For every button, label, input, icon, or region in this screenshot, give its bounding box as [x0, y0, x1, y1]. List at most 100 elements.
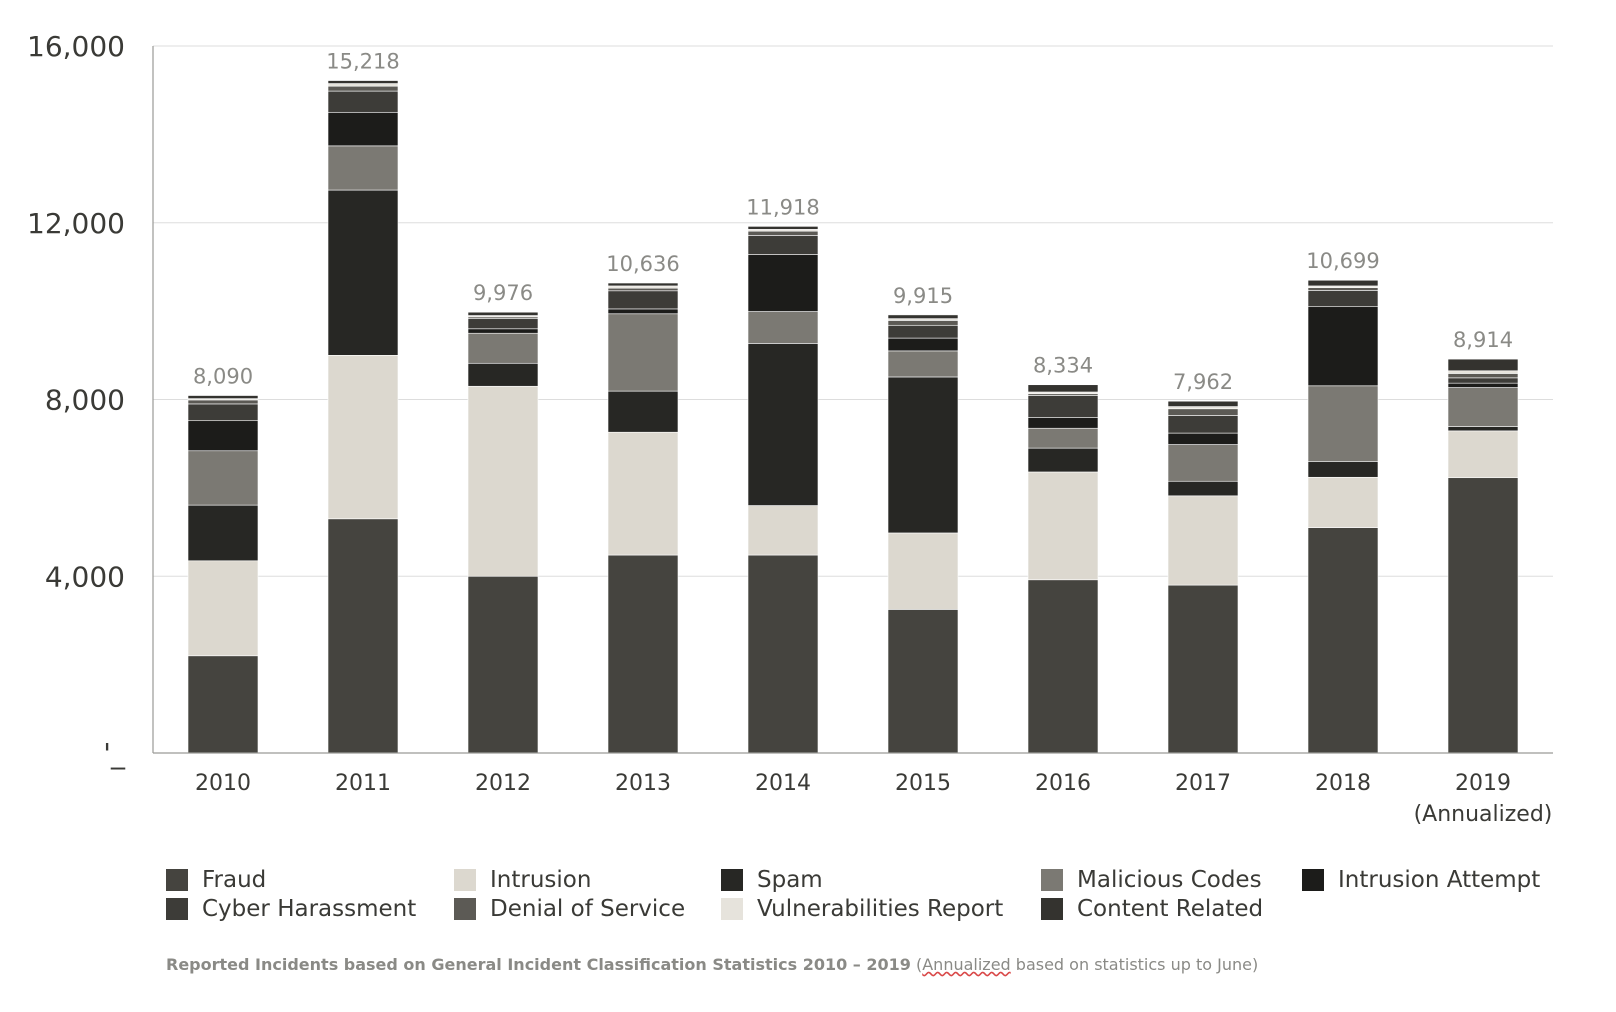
bar-segment [887, 609, 959, 754]
x-tick-label: 2010 [195, 771, 251, 796]
x-tick-label: 2016 [1035, 771, 1091, 796]
bar-segment [467, 318, 539, 330]
caption-annualized: Annualized [922, 955, 1011, 974]
bar-segment [1447, 430, 1519, 479]
bar-segment [887, 324, 959, 339]
x-tick-label: 2018 [1315, 771, 1371, 796]
bar-segment [1027, 384, 1099, 393]
bar-segment [187, 395, 259, 399]
bar-segment [1447, 370, 1519, 374]
legend-swatch [454, 898, 476, 920]
bar-total-label: 8,914 [1453, 328, 1513, 352]
legend-swatch [1041, 898, 1063, 920]
legend-item: Intrusion Attempt [1302, 866, 1540, 894]
bar-segment [327, 90, 399, 113]
bar-segment [467, 328, 539, 334]
bar-segment [607, 282, 679, 287]
bar-total-label: 11,918 [746, 195, 819, 219]
bar-segment [887, 532, 959, 610]
bar-segment [747, 235, 819, 255]
y-tick-label: 4,000 [45, 560, 125, 593]
bar-segment [607, 390, 679, 433]
bar-segment [1027, 471, 1099, 581]
bar-segment [1167, 400, 1239, 407]
legend-item: Malicious Codes [1041, 866, 1262, 894]
bar-segment [607, 285, 679, 289]
bar-segment [1307, 290, 1379, 308]
labels-group: '_ 4,000 8,000 12,000 16,000 8,090 2010 15,218 2… [27, 30, 1552, 827]
bar-segment [1027, 579, 1099, 754]
bar-total-label: 15,218 [326, 50, 399, 74]
legend-swatch [1302, 869, 1324, 891]
bar-segment [327, 80, 399, 84]
bar-segment [747, 505, 819, 556]
chart-caption: Reported Incidents based on General Inci… [166, 955, 1258, 974]
bar-segment [1307, 527, 1379, 754]
bar-segment [1167, 495, 1239, 586]
bars-group [187, 80, 1519, 754]
bar-segment [187, 403, 259, 422]
legend-item: Intrusion [454, 866, 591, 894]
x-tick-label: (Annualized) [1414, 802, 1553, 827]
bar-segment [747, 311, 819, 344]
bar-segment [327, 518, 399, 754]
bar-segment [467, 385, 539, 577]
legend-label: Denial of Service [490, 896, 686, 922]
legend-item: Denial of Service [454, 895, 685, 923]
legend-label: Intrusion Attempt [1338, 867, 1541, 893]
bar-segment [327, 111, 399, 147]
bar-segment [1167, 584, 1239, 754]
axes [152, 46, 1553, 754]
legend-label: Malicious Codes [1077, 867, 1262, 893]
legend-label: Fraud [202, 867, 267, 893]
bar-total-label: 10,636 [606, 252, 679, 276]
bar-segment [887, 337, 959, 352]
bar-segment [887, 314, 959, 319]
bar-segment [327, 83, 399, 87]
bar-total-label: 9,976 [473, 281, 533, 305]
bar-segment [327, 355, 399, 520]
bar-segment [467, 575, 539, 754]
bar-segment [327, 145, 399, 191]
bar-total-label: 8,090 [193, 365, 253, 389]
bar-segment [1307, 306, 1379, 387]
bar-segment [1307, 461, 1379, 478]
legend-item: Cyber Harassment [166, 895, 416, 923]
legend-swatch [721, 869, 743, 891]
x-tick-label: 2017 [1175, 771, 1231, 796]
x-tick-label: 2011 [335, 771, 391, 796]
bar-segment [1027, 417, 1099, 429]
bar-segment [1447, 358, 1519, 372]
legend-label: Cyber Harassment [202, 896, 417, 922]
bar-segment [187, 655, 259, 754]
legend-swatch [166, 869, 188, 891]
legend-label: Spam [757, 867, 823, 893]
bar-segment [887, 376, 959, 534]
bar-segment [607, 308, 679, 315]
bar-total-label: 9,915 [893, 284, 953, 308]
bar-total-label: 10,699 [1306, 249, 1379, 273]
bar-segment [1167, 444, 1239, 482]
bar-segment [607, 313, 679, 392]
bar-segment [747, 254, 819, 312]
bar-segment [607, 554, 679, 754]
bar-segment [467, 311, 539, 316]
stacked-bar-chart: '_ 4,000 8,000 12,000 16,000 8,090 2010 15,218 2… [27, 30, 1553, 827]
legend-label: Content Related [1077, 896, 1264, 922]
bar-segment [747, 554, 819, 754]
legend-swatch [454, 869, 476, 891]
legend-swatch [166, 898, 188, 920]
legend-swatch [1041, 869, 1063, 891]
bar-segment [1167, 480, 1239, 497]
x-tick-label: 2014 [755, 771, 811, 796]
bar-segment [1167, 406, 1239, 410]
bar-segment [187, 399, 259, 405]
x-tick-label: 2019 [1455, 771, 1511, 796]
x-tick-label: 2015 [895, 771, 951, 796]
y-tick-label: '_ [103, 737, 126, 770]
caption-rest: based on statistics up to June) [1010, 955, 1259, 974]
bar-segment [747, 230, 819, 236]
y-tick-label: 16,000 [27, 30, 125, 63]
bar-segment [327, 189, 399, 356]
bar-segment [607, 290, 679, 310]
